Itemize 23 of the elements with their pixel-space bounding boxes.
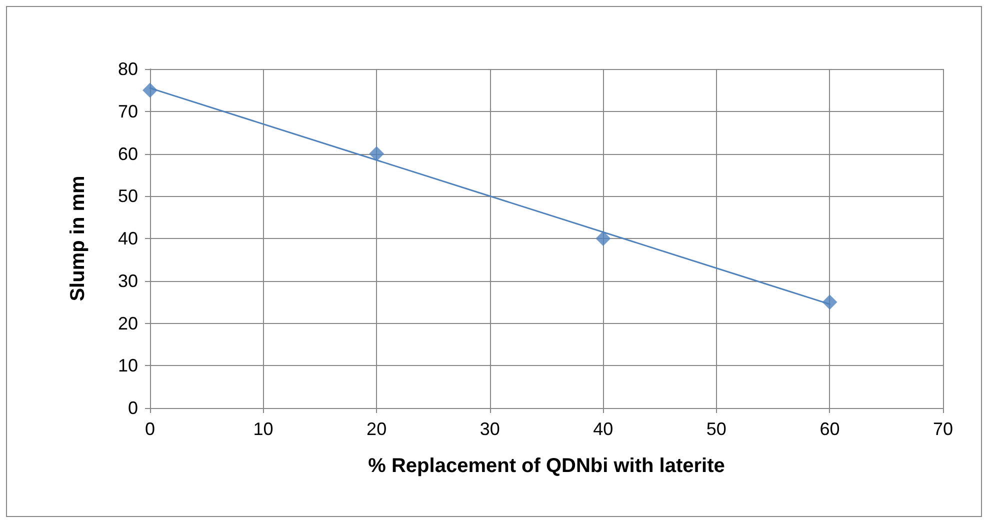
y-tick-label: 10 — [118, 356, 138, 376]
y-tick-label: 70 — [118, 101, 138, 122]
y-tick-label: 80 — [118, 59, 138, 79]
x-tick-label: 50 — [706, 419, 726, 439]
x-axis-title: % Replacement of QDNbi with laterite — [368, 455, 725, 477]
y-tick-label: 50 — [118, 186, 138, 206]
x-tick-label: 0 — [144, 419, 156, 439]
y-tick-label: 20 — [118, 313, 138, 334]
x-tick-label: 10 — [253, 419, 274, 439]
y-tick-label: 60 — [118, 144, 138, 164]
x-tick-label: 60 — [820, 419, 840, 439]
x-tick-label: 40 — [593, 419, 614, 439]
point — [142, 82, 158, 98]
y-tick-label: 30 — [118, 270, 138, 291]
point — [822, 294, 838, 310]
x-tick-label: 30 — [480, 419, 500, 439]
y-axis-title: Slump in mm — [67, 176, 89, 302]
x-tick-label: 70 — [932, 419, 954, 439]
x-tick-label: 20 — [366, 419, 387, 439]
y-tick-label: 0 — [128, 398, 138, 418]
point — [369, 146, 384, 162]
point — [596, 231, 611, 246]
y-tick-label: 40 — [118, 228, 138, 248]
